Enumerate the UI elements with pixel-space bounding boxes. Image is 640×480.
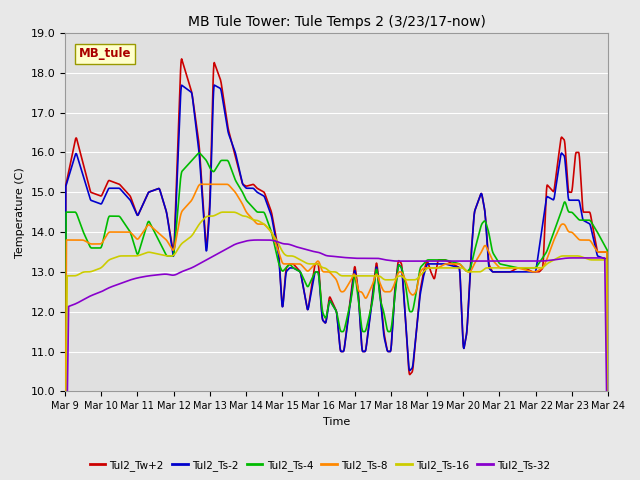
Text: MB_tule: MB_tule xyxy=(79,47,131,60)
X-axis label: Time: Time xyxy=(323,417,350,427)
Y-axis label: Temperature (C): Temperature (C) xyxy=(15,167,25,257)
Legend: Tul2_Tw+2, Tul2_Ts-2, Tul2_Ts-4, Tul2_Ts-8, Tul2_Ts-16, Tul2_Ts-32: Tul2_Tw+2, Tul2_Ts-2, Tul2_Ts-4, Tul2_Ts… xyxy=(86,456,554,475)
Title: MB Tule Tower: Tule Temps 2 (3/23/17-now): MB Tule Tower: Tule Temps 2 (3/23/17-now… xyxy=(188,15,486,29)
